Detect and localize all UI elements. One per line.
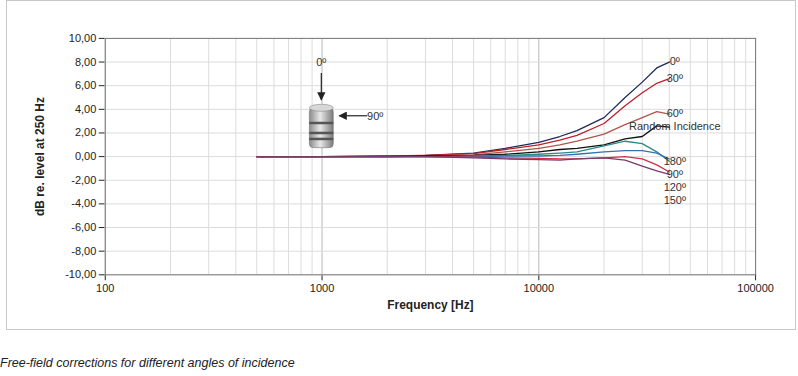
- svg-text:90º: 90º: [667, 168, 683, 180]
- svg-text:8,00: 8,00: [75, 56, 96, 68]
- svg-text:90º: 90º: [367, 110, 383, 122]
- svg-text:-8,00: -8,00: [71, 245, 96, 257]
- svg-text:0,00: 0,00: [75, 150, 96, 162]
- svg-text:150º: 150º: [664, 194, 686, 206]
- svg-text:4,00: 4,00: [75, 103, 96, 115]
- html-text:Free-field corrections for dif: Free-field corrections for different ang…: [0, 356, 295, 370]
- svg-text:180º: 180º: [664, 155, 686, 167]
- svg-text:10,00: 10,00: [69, 32, 96, 44]
- svg-text:Random Incidence: Random Incidence: [629, 120, 720, 132]
- svg-text:100000: 100000: [737, 282, 774, 294]
- svg-text:120º: 120º: [664, 181, 686, 193]
- svg-text:60º: 60º: [667, 107, 683, 119]
- svg-text:30º: 30º: [667, 72, 683, 84]
- svg-text:6,00: 6,00: [75, 79, 96, 91]
- svg-text:100: 100: [96, 282, 114, 294]
- svg-text:-2,00: -2,00: [71, 174, 96, 186]
- svg-text:2,00: 2,00: [75, 126, 96, 138]
- svg-text:Frequency [Hz]: Frequency [Hz]: [387, 298, 473, 312]
- svg-text:0º: 0º: [316, 56, 326, 68]
- svg-text:dB re. level at 250 Hz: dB re. level at 250 Hz: [33, 97, 47, 216]
- svg-text:-10,00: -10,00: [65, 268, 96, 280]
- svg-text:1000: 1000: [310, 282, 334, 294]
- svg-text:10000: 10000: [524, 282, 555, 294]
- svg-text:-6,00: -6,00: [71, 221, 96, 233]
- svg-text:0º: 0º: [670, 55, 680, 67]
- svg-text:-4,00: -4,00: [71, 197, 96, 209]
